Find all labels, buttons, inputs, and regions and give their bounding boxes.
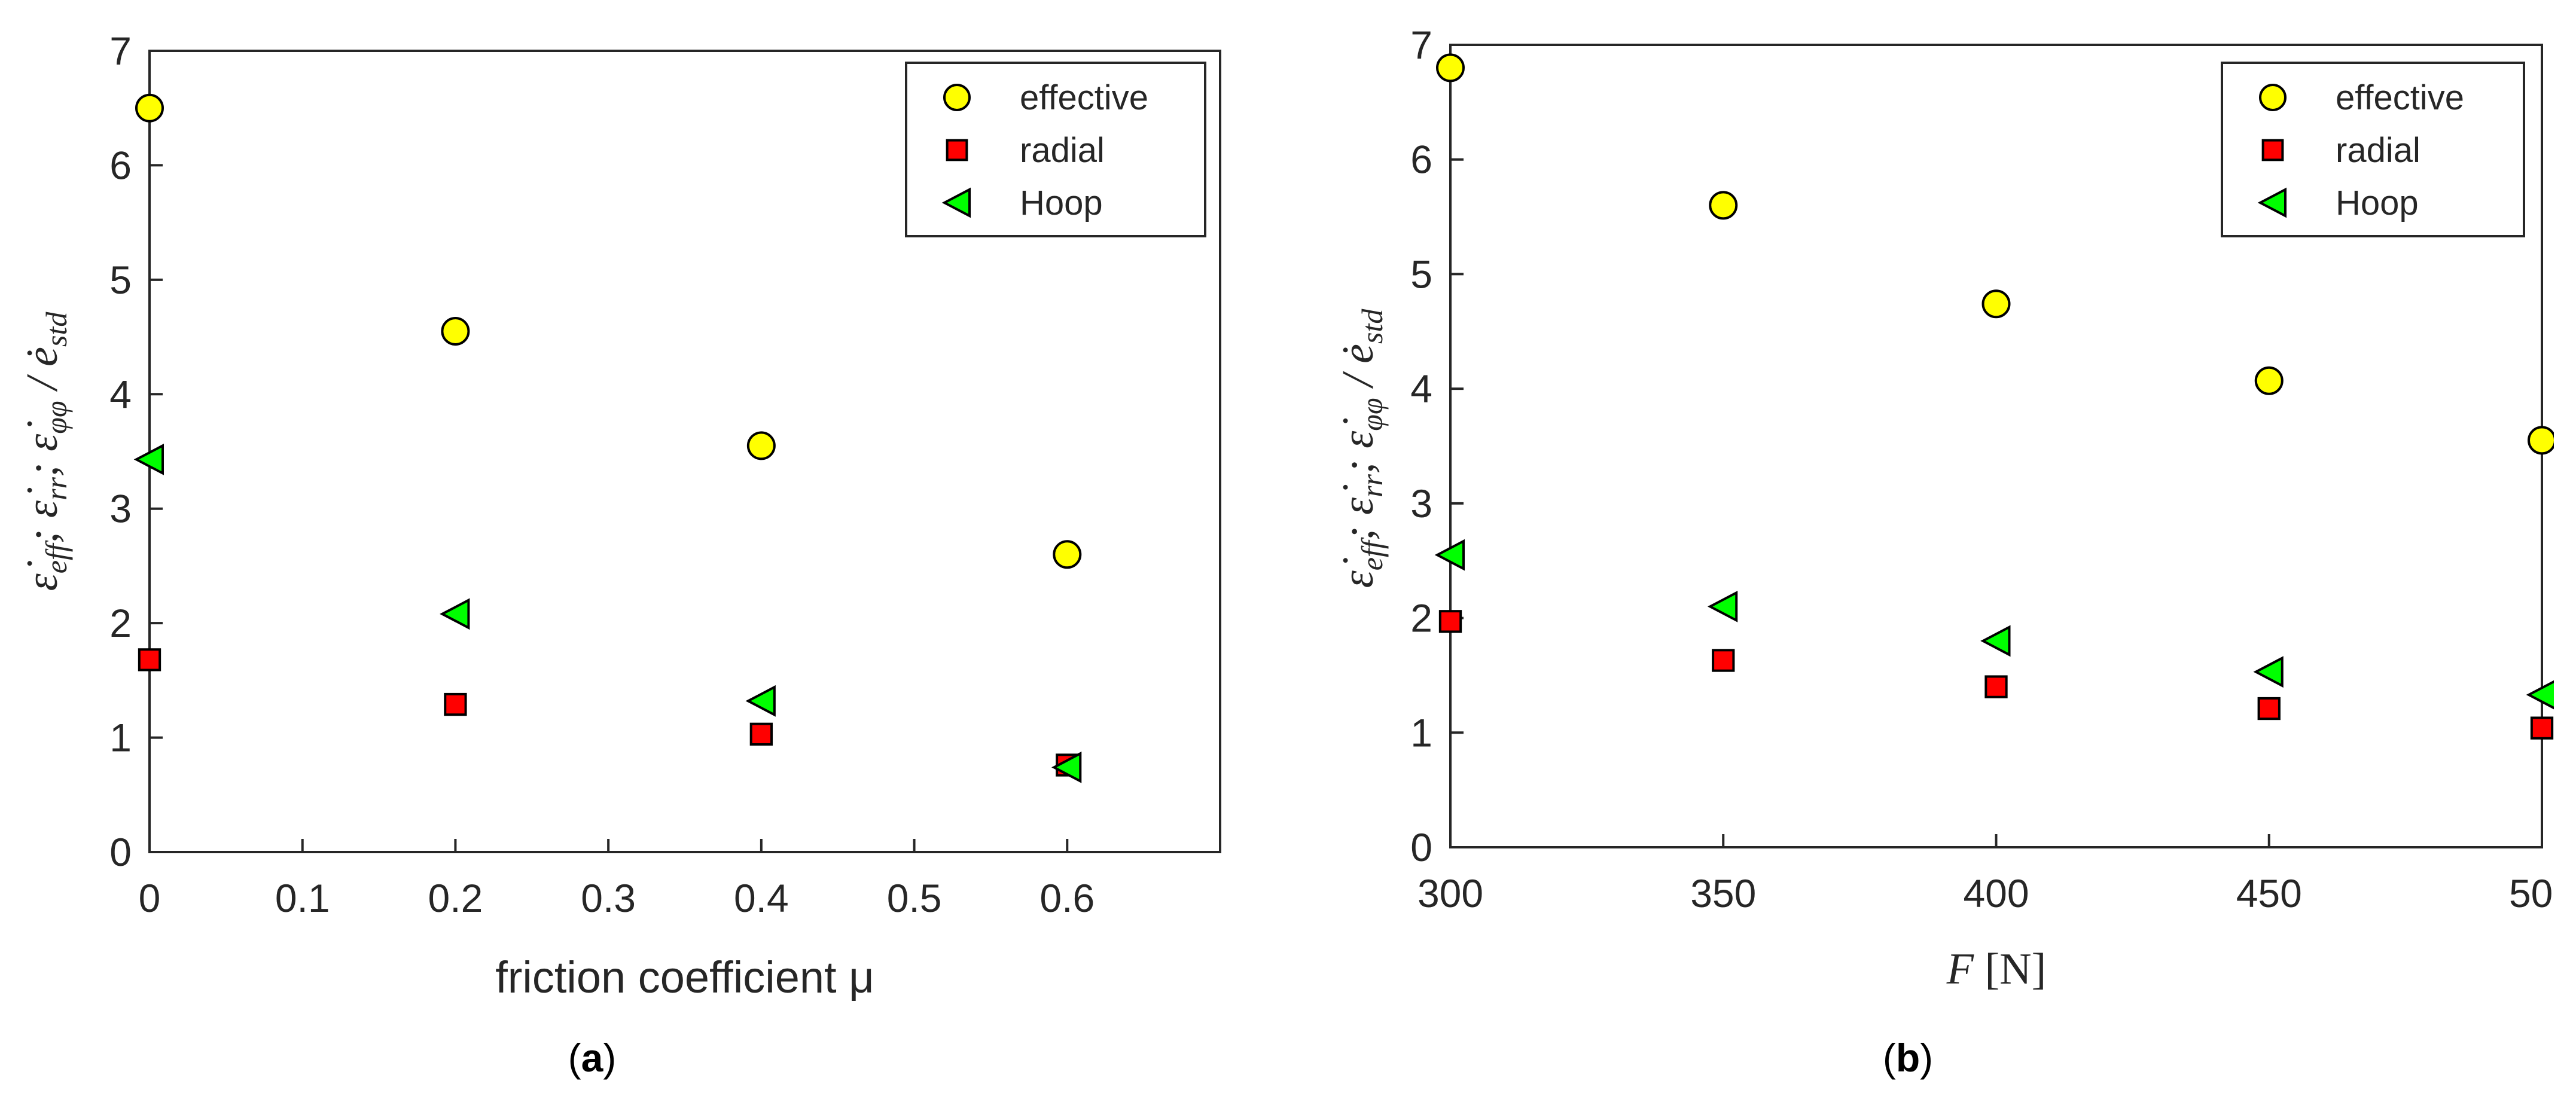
legend-label-radial: radial	[1020, 131, 1105, 170]
y-tick-label: 5	[1410, 252, 1432, 296]
y-tick-label: 6	[109, 143, 132, 187]
data-point-hoop	[1710, 593, 1736, 620]
x-tick-label: 0.1	[275, 876, 330, 920]
y-tick-label: 3	[1410, 481, 1432, 526]
legend-marker-effective	[944, 85, 970, 110]
x-tick-label: 0.4	[734, 876, 789, 920]
data-point-effective	[136, 95, 163, 121]
y-tick-label: 5	[109, 258, 132, 302]
data-point-hoop	[748, 687, 775, 715]
y-tick-label: 4	[1410, 367, 1432, 411]
svg-text:ε̇eff; ε̇rr; ε̇φφ / ėstd: ε̇eff; ε̇rr; ε̇φφ / ėstd	[18, 312, 73, 591]
panel-a-chart: 0 1 2 3 4 5 6 7 0 0.1 0.2 0.3 0.4 0.5 0.6 friction co…	[18, 29, 1220, 1080]
panel-a-y-axis-title: ε̇eff; ε̇rr; ε̇φφ / ėstd	[18, 312, 73, 591]
y-tick-label: 3	[109, 487, 132, 531]
data-point-radial	[1986, 676, 2006, 697]
legend-label-effective: effective	[1020, 78, 1148, 117]
data-point-hoop	[442, 600, 468, 628]
data-point-radial	[2259, 698, 2279, 719]
data-point-radial	[1440, 611, 1461, 631]
panel-b-x-axis-title: F [N]	[1946, 945, 2046, 994]
x-tick-label: 0.2	[428, 876, 483, 920]
y-tick-label: 0	[1410, 825, 1432, 869]
x-tick-label: 0.3	[581, 876, 636, 920]
data-point-effective	[1054, 541, 1080, 567]
y-tick-label: 6	[1410, 138, 1432, 182]
legend-label-hoop: Hoop	[1020, 184, 1103, 222]
panel-b-caption: (b)	[1883, 1036, 1933, 1080]
panel-b-y-axis-title: ε̇eff; ε̇rr; ε̇φφ / ėstd	[1334, 309, 1389, 588]
legend-marker-radial	[947, 141, 967, 160]
figure: 0 1 2 3 4 5 6 7 0 0.1 0.2 0.3 0.4 0.5 0.6 friction co…	[0, 0, 2576, 1096]
panel-a-x-axis-title: friction coefficient μ	[495, 952, 874, 1002]
data-point-radial	[751, 724, 772, 744]
legend-marker-radial	[2263, 141, 2283, 160]
legend-label-hoop: Hoop	[2336, 184, 2419, 222]
x-tick-label: 500	[2509, 871, 2575, 915]
panel-a-legend: effective radial Hoop	[906, 63, 1205, 236]
data-point-effective	[2529, 427, 2555, 453]
legend-marker-effective	[2260, 85, 2285, 110]
y-tick-label: 1	[1410, 710, 1432, 755]
x-tick-label: 0.6	[1039, 876, 1095, 920]
data-point-effective	[748, 432, 775, 459]
y-tick-label: 7	[1410, 23, 1432, 67]
data-point-effective	[1437, 54, 1464, 81]
data-point-radial	[139, 649, 160, 670]
x-tick-label: 0.5	[887, 876, 942, 920]
x-tick-label: 350	[1690, 871, 1756, 915]
panel-a-caption: (a)	[568, 1036, 617, 1080]
y-tick-label: 2	[1410, 596, 1432, 640]
data-point-effective	[1983, 291, 2010, 317]
panel-b-y-ticks: 0 1 2 3 4 5 6 7	[1410, 23, 1464, 869]
data-point-radial	[1713, 650, 1733, 670]
data-point-effective	[2256, 368, 2282, 394]
legend-label-effective: effective	[2336, 78, 2464, 117]
data-point-hoop	[2256, 658, 2282, 686]
y-tick-label: 4	[109, 372, 132, 416]
data-point-effective	[442, 318, 468, 344]
y-tick-label: 1	[109, 716, 132, 760]
data-point-radial	[445, 694, 465, 715]
svg-text:ε̇eff; ε̇rr; ε̇φφ / ėstd: ε̇eff; ε̇rr; ε̇φφ / ėstd	[1334, 309, 1389, 588]
data-point-effective	[1710, 192, 1736, 218]
panel-b-legend: effective radial Hoop	[2222, 63, 2524, 236]
y-tick-label: 0	[109, 830, 132, 874]
data-point-radial	[2532, 718, 2552, 738]
x-tick-label: 450	[2236, 871, 2302, 915]
panel-b-chart: 0 1 2 3 4 5 6 7 300 350 400 450 500 F [N] ε̇eff; ε̇…	[1334, 23, 2575, 1080]
y-tick-label: 7	[109, 29, 132, 73]
x-tick-label: 0	[139, 876, 161, 920]
legend-label-radial: radial	[2336, 131, 2420, 170]
data-point-hoop	[1983, 627, 2010, 655]
x-tick-label: 400	[1963, 871, 2029, 915]
y-tick-label: 2	[109, 601, 132, 645]
x-tick-label: 300	[1417, 871, 1483, 915]
